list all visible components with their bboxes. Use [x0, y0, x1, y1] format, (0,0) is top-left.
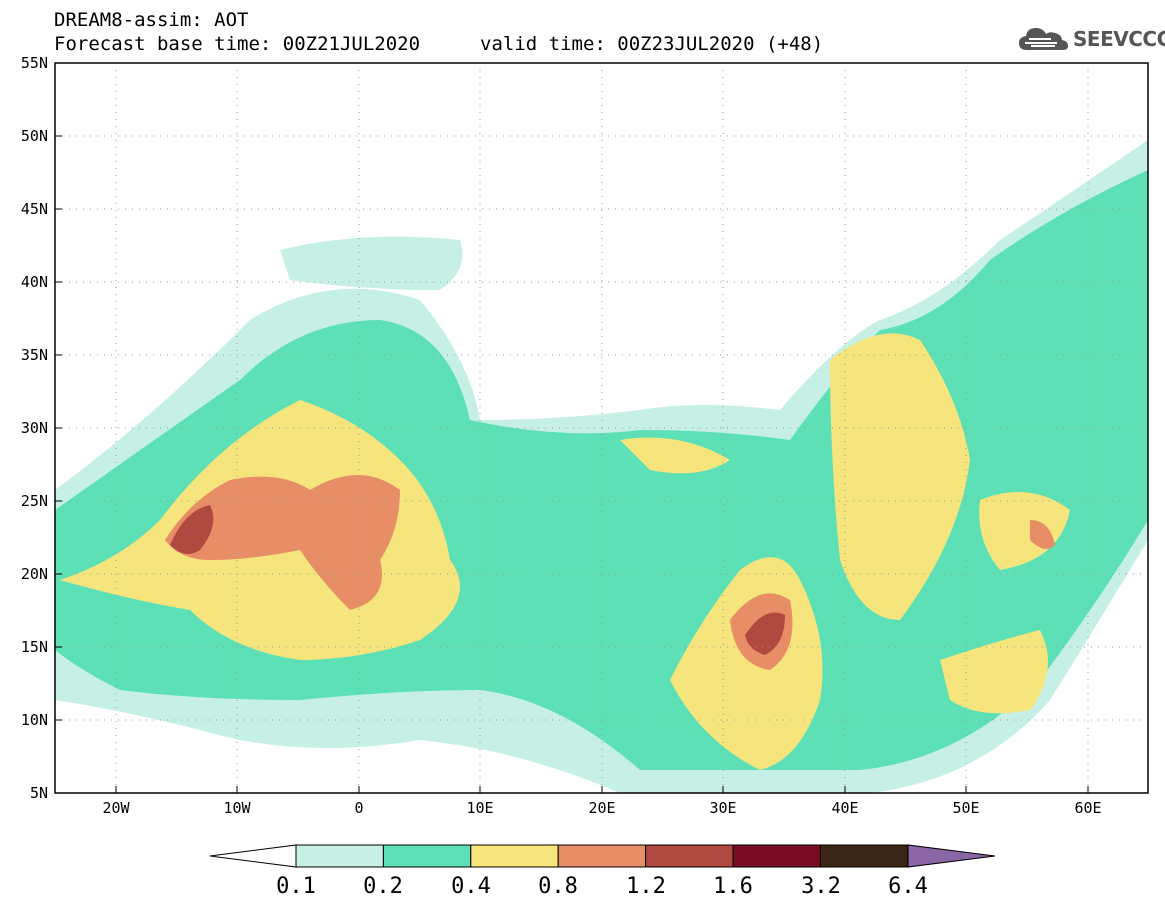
lat-label: 20N — [21, 565, 48, 583]
lon-label: 20W — [102, 799, 130, 817]
lon-label: 40E — [831, 799, 858, 817]
lon-label: 20E — [588, 799, 615, 817]
lat-label: 55N — [21, 54, 48, 72]
lon-label: 10E — [466, 799, 493, 817]
aot-0.4-gulf — [979, 492, 1070, 570]
colorbar-swatch — [732, 844, 821, 868]
lon-label: 10W — [223, 799, 251, 817]
colorbar-label: 1.2 — [626, 874, 666, 899]
lat-label: 30N — [21, 419, 48, 437]
lat-label: 25N — [21, 492, 48, 510]
forecast-base-time: Forecast base time: 00Z21JUL2020 — [54, 33, 421, 55]
colorbar-swatch — [819, 844, 909, 868]
lat-label: 5N — [30, 784, 48, 802]
lat-label: 40N — [21, 273, 48, 291]
colorbar-label: 1.6 — [713, 874, 753, 899]
lat-label: 10N — [21, 711, 48, 729]
colorbar-swatch — [557, 844, 647, 868]
logo-text: SEEVCCC — [1073, 27, 1165, 51]
aot-0.4-arabia — [830, 333, 970, 620]
aot-1.2-sudan — [745, 612, 785, 655]
colorbar-arrow-high — [907, 844, 996, 868]
aot-1.2-west — [170, 505, 214, 554]
map-title: DREAM8-assim: AOT — [54, 9, 249, 31]
aot-0.1-med — [280, 236, 463, 290]
lat-label: 35N — [21, 346, 48, 364]
colorbar-swatch — [295, 844, 384, 868]
colorbar-swatch — [645, 844, 734, 868]
colorbar-label: 0.4 — [451, 874, 491, 899]
colorbar: 0.1 0.2 0.4 0.8 1.2 1.6 3.2 6.4 — [209, 844, 996, 899]
colorbar-label: 3.2 — [801, 874, 841, 899]
lat-label: 15N — [21, 638, 48, 656]
aot-0.4-yemen — [940, 630, 1048, 714]
aot-0.8-west — [165, 475, 400, 610]
colorbar-arrow-low — [209, 844, 297, 868]
lon-label: 0 — [354, 799, 363, 817]
colorbar-swatch — [382, 844, 472, 868]
lat-ticks — [55, 62, 62, 794]
lon-ticks — [115, 786, 1089, 793]
aot-0.4-egypt — [620, 437, 730, 474]
lat-label: 50N — [21, 127, 48, 145]
lat-label: 45N — [21, 200, 48, 218]
colorbar-swatch — [470, 844, 559, 868]
lon-label: 30E — [709, 799, 736, 817]
aot-0.8-oman — [1030, 520, 1055, 549]
lon-label: 50E — [952, 799, 979, 817]
colorbar-label: 0.8 — [538, 874, 578, 899]
valid-time: valid time: 00Z23JUL2020 (+48) — [480, 33, 824, 55]
colorbar-label: 0.2 — [363, 874, 403, 899]
lon-label: 60E — [1074, 799, 1101, 817]
seevccc-logo: SEEVCCC — [1017, 24, 1165, 54]
graticule — [55, 63, 1148, 793]
colorbar-label: 0.1 — [276, 874, 316, 899]
cloud-icon — [1019, 28, 1068, 50]
colorbar-label: 6.4 — [888, 874, 928, 899]
